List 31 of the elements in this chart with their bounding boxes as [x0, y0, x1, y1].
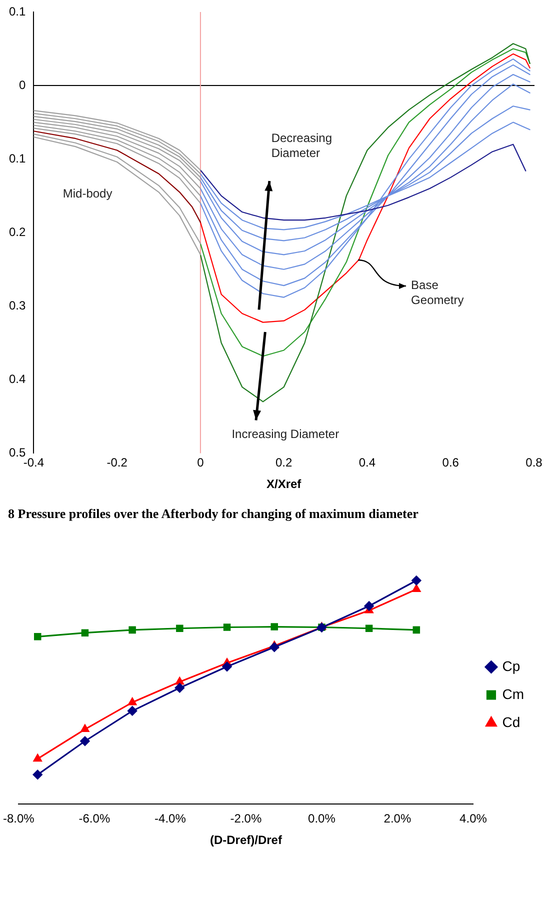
y-tick-label: 0.3: [8, 298, 26, 312]
x-axis-title: X/Xref: [266, 477, 302, 492]
x-tick-label: 0.0%: [308, 812, 336, 826]
legend-label: Cm: [502, 686, 524, 702]
x-tick-label: 4.0%: [460, 812, 488, 826]
x-tick-label: -6.0%: [78, 812, 110, 826]
x-tick-label: 0.4: [358, 456, 376, 470]
x-tick-label: -4.0%: [154, 812, 186, 826]
annotation: Base Geometry: [411, 278, 464, 308]
x-tick-label: 2.0%: [384, 812, 412, 826]
y-tick-label: 0: [18, 78, 26, 92]
x-tick-label: 0: [197, 456, 204, 470]
x-axis-title: (D-Dref)/Dref: [210, 833, 283, 848]
y-tick-label: 0.1: [8, 4, 26, 18]
x-tick-label: 0.2: [275, 456, 293, 470]
annotation: Decreasing Diameter: [271, 130, 332, 160]
x-tick-label: 0.6: [442, 456, 460, 470]
x-tick-label: 0.8: [526, 456, 543, 470]
y-tick-label: 0.5: [8, 446, 26, 460]
x-tick-label: -0.2: [106, 456, 128, 470]
y-tick-label: 0.1: [8, 151, 26, 166]
text: 8 Pressure profiles over the Afterbody for changing of maximum diameter: [7, 505, 420, 523]
x-tick-label: -8.0%: [2, 812, 35, 826]
annotation: Increasing Diameter: [232, 427, 340, 442]
annotation: Mid-body: [62, 186, 112, 201]
x-tick-label: -2.0%: [230, 812, 262, 826]
y-tick-label: 0.2: [8, 224, 26, 239]
x-tick-label: -0.4: [23, 456, 44, 470]
y-tick-label: 0.4: [8, 372, 26, 386]
legend-label: Cp: [502, 658, 520, 674]
legend-label: Cd: [502, 714, 520, 730]
